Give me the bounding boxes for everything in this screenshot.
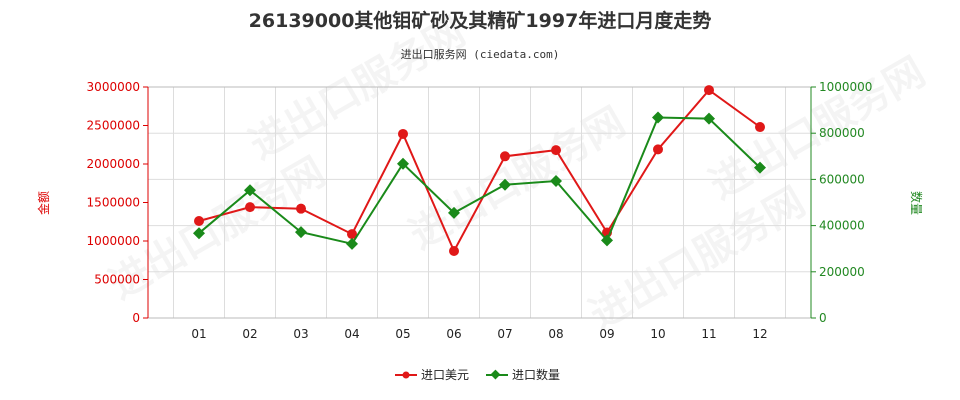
data-point-qty bbox=[652, 111, 664, 124]
legend: 进口美元 进口数量 bbox=[395, 367, 560, 382]
legend-label-qty: 进口数量 bbox=[512, 367, 560, 382]
legend-label-usd: 进口美元 bbox=[421, 368, 469, 382]
data-point-usd bbox=[755, 122, 765, 133]
right-tick-label: 200000 bbox=[819, 265, 865, 279]
data-point-qty bbox=[754, 161, 766, 174]
right-tick-label: 600000 bbox=[819, 172, 865, 186]
data-point-qty bbox=[601, 234, 613, 247]
x-tick-label: 05 bbox=[395, 327, 410, 341]
left-tick-label: 0 bbox=[132, 311, 140, 325]
data-point-qty bbox=[397, 157, 409, 170]
watermark-text: 进出口服务网 bbox=[582, 179, 813, 339]
right-axis-ticks: 0 200000 400000 600000 800000 1000000 bbox=[811, 80, 872, 325]
legend-marker-qty bbox=[490, 369, 501, 380]
series-line-1 bbox=[198, 116, 761, 245]
x-axis-ticks: 01 02 03 04 05 06 07 08 09 10 11 12 bbox=[191, 327, 767, 341]
data-point-qty bbox=[346, 237, 358, 250]
watermark-text: 进出口服务网 bbox=[702, 49, 933, 209]
data-point-usd bbox=[653, 144, 663, 155]
right-tick-label: 800000 bbox=[819, 126, 865, 140]
chart-title: 26139000其他钼矿砂及其精矿1997年进口月度走势 bbox=[249, 9, 712, 32]
x-tick-label: 02 bbox=[242, 327, 257, 341]
right-axis-label: 数量 bbox=[909, 191, 924, 215]
left-tick-label: 3000000 bbox=[87, 80, 140, 94]
data-point-qty bbox=[295, 226, 307, 239]
x-tick-label: 04 bbox=[344, 327, 359, 341]
x-tick-label: 01 bbox=[191, 327, 206, 341]
right-tick-label: 400000 bbox=[819, 219, 865, 233]
watermark-text: 进出口服务网 bbox=[242, 9, 473, 169]
data-point-usd bbox=[194, 215, 204, 226]
data-point-usd bbox=[398, 128, 408, 139]
x-tick-label: 09 bbox=[599, 327, 614, 341]
left-axis-ticks: 0 500000 1000000 1500000 2000000 2500000 30000… bbox=[87, 80, 148, 325]
series-layer bbox=[193, 85, 766, 257]
data-point-usd bbox=[449, 246, 459, 257]
watermark-text: 进出口服务网 bbox=[402, 99, 633, 259]
data-point-usd bbox=[296, 203, 306, 214]
right-tick-label: 1000000 bbox=[819, 80, 872, 94]
data-point-qty bbox=[448, 206, 460, 219]
data-point-usd bbox=[347, 229, 357, 240]
left-tick-label: 2000000 bbox=[87, 157, 140, 171]
legend-marker-usd bbox=[402, 371, 410, 379]
x-tick-label: 07 bbox=[497, 327, 512, 341]
right-tick-label: 0 bbox=[819, 311, 827, 325]
data-point-usd bbox=[704, 85, 714, 96]
left-tick-label: 1000000 bbox=[87, 234, 140, 248]
x-tick-label: 12 bbox=[752, 327, 767, 341]
left-tick-label: 1500000 bbox=[87, 196, 140, 210]
x-tick-label: 08 bbox=[548, 327, 563, 341]
data-point-qty bbox=[550, 175, 562, 188]
data-point-qty bbox=[193, 227, 205, 240]
series-line-0 bbox=[198, 88, 761, 254]
data-point-usd bbox=[500, 151, 510, 162]
chart-subtitle: 进出口服务网 (ciedata.com) bbox=[401, 47, 560, 61]
data-point-qty bbox=[244, 184, 256, 197]
x-tick-label: 10 bbox=[650, 327, 665, 341]
data-point-qty bbox=[703, 112, 715, 125]
left-tick-label: 2500000 bbox=[87, 119, 140, 133]
left-tick-label: 500000 bbox=[94, 273, 140, 287]
x-tick-label: 03 bbox=[293, 327, 308, 341]
data-point-usd bbox=[245, 202, 255, 213]
data-point-qty bbox=[499, 178, 511, 191]
left-axis-label: 金额 bbox=[36, 191, 51, 215]
x-tick-label: 06 bbox=[446, 327, 461, 341]
x-tick-label: 11 bbox=[701, 327, 716, 341]
data-point-usd bbox=[551, 145, 561, 156]
